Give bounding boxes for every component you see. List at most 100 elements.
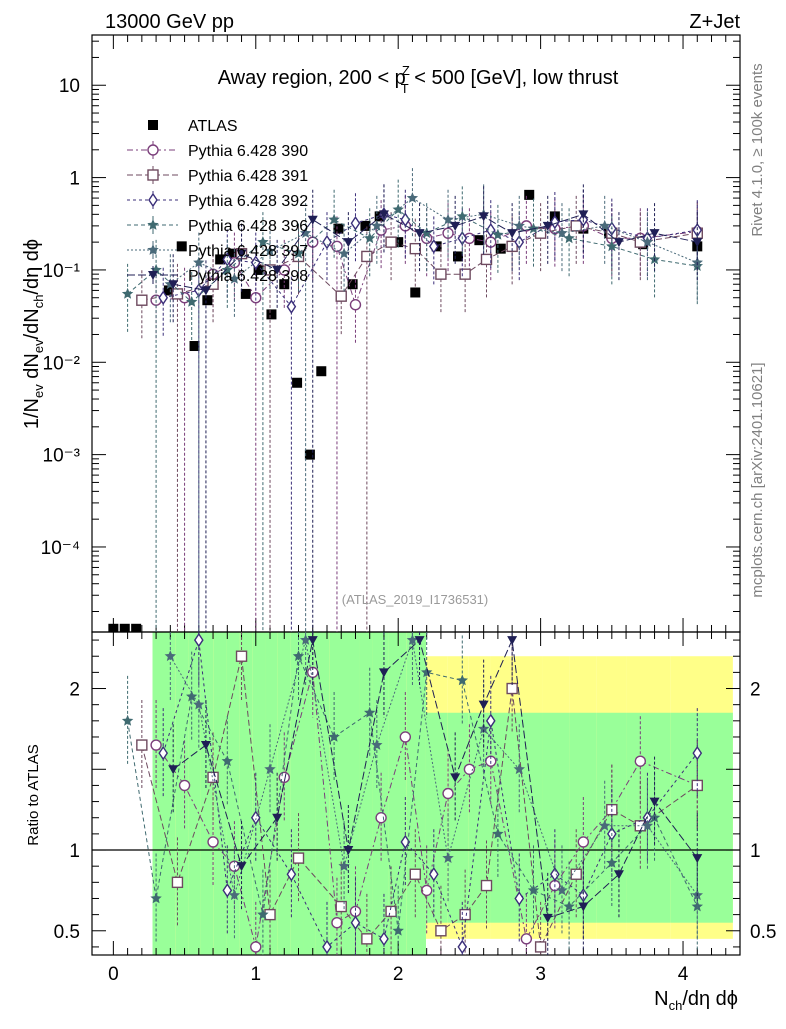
ratio-point [399, 731, 412, 743]
ratio-point [264, 763, 276, 775]
data-point [556, 227, 568, 238]
ratio-point [442, 787, 454, 800]
ratio-point [235, 650, 248, 662]
data-point [328, 213, 340, 225]
green-band-bin [514, 712, 543, 923]
ratio-point [457, 939, 468, 955]
ratio-point [577, 836, 590, 848]
ratio-point [379, 931, 389, 947]
ratio-point [613, 870, 624, 880]
green-band-bin [175, 632, 189, 955]
mcplots-side-label: mcplots.cern.ch [arXiv:2401.10621] [749, 362, 766, 597]
data-point [333, 223, 344, 234]
ratio-point [414, 636, 425, 646]
ratio-point [599, 819, 611, 831]
legend-label: Pythia 6.428 391 [188, 168, 308, 185]
ratio-data-layer [121, 632, 703, 955]
data-point [360, 220, 371, 231]
ratio-point [435, 925, 447, 937]
data-point [495, 243, 506, 254]
green-band-bin [447, 712, 469, 923]
data-point [322, 234, 332, 250]
data-point [335, 290, 347, 302]
data-point [534, 227, 547, 239]
legend-label: Pythia 6.428 390 [188, 143, 308, 160]
legend-label: Pythia 6.428 398 [188, 268, 308, 285]
ratio-point [578, 902, 589, 912]
ratio-point [171, 876, 184, 889]
ratio-point [178, 779, 191, 792]
ratio-point [606, 856, 618, 868]
ratio-point [420, 884, 433, 897]
ratio-point [385, 905, 397, 918]
x-tick-label: 0 [108, 964, 119, 985]
ratio-series-4 [164, 632, 703, 941]
ratio-point [649, 797, 660, 807]
ratio-point [292, 852, 305, 864]
x-label-sub: ch [669, 998, 683, 1013]
series-5 [164, 168, 703, 632]
data-point [331, 240, 343, 253]
data-point [478, 212, 489, 222]
green-band-bin [152, 632, 176, 955]
data-point [450, 221, 461, 231]
ratio-point [364, 706, 376, 718]
data-point [304, 449, 315, 460]
main-title: Away region, 200 < pZ T < 500 [GeV], low … [218, 63, 619, 96]
header-left-text: 13000 GeV pp [105, 11, 234, 33]
ratio-point [692, 854, 703, 864]
data-point [286, 299, 297, 314]
ratio-point [456, 674, 468, 686]
ratio-point [286, 866, 297, 882]
data-point [371, 219, 383, 231]
legend-label: ATLAS [188, 118, 238, 135]
ratio-point [250, 810, 261, 825]
data-point [207, 278, 219, 290]
ratio-y-tick-label-left: 2 [69, 680, 80, 701]
ratio-point [272, 813, 283, 823]
data-point [459, 268, 471, 280]
x-tick-label: 3 [535, 964, 546, 985]
legend-label: Pythia 6.428 392 [188, 193, 308, 210]
data-point [506, 240, 518, 253]
data-point [542, 221, 553, 231]
ratio-point [570, 868, 582, 880]
data-point [189, 341, 200, 352]
ratio-point [550, 866, 560, 882]
ratio-point [392, 924, 404, 936]
ratio-uncertainty-bands [152, 632, 733, 955]
ratio-point [164, 650, 176, 662]
ratio-point [193, 698, 205, 710]
data-point [221, 263, 233, 275]
green-band-bin [239, 632, 253, 955]
ratio-point [150, 892, 162, 904]
green-band-bin [290, 632, 304, 955]
ratio-point [514, 891, 525, 906]
data-point [692, 238, 703, 248]
rivet-side-label: Rivet 4.1.0, ≥ 100k events [749, 63, 766, 236]
x-label-main: N [654, 988, 668, 1010]
ratio-point [480, 879, 493, 892]
data-point [227, 248, 238, 259]
legend-marker [148, 120, 158, 130]
ratio-point [250, 941, 262, 953]
series-line [173, 213, 698, 291]
data-point [338, 247, 350, 259]
title-sup: Z [402, 63, 410, 78]
green-band-bin [226, 632, 240, 955]
ratio-point [477, 722, 490, 734]
data-point [108, 623, 119, 632]
ratio-point [150, 739, 162, 751]
ratio-plot-frame [91, 631, 741, 956]
green-band-bin [406, 632, 426, 955]
ratio-line [162, 639, 698, 948]
ratio-point [459, 908, 471, 921]
green-band-bin [388, 632, 407, 955]
ratio-point [292, 650, 305, 662]
data-point [385, 236, 397, 248]
legend-marker [148, 271, 158, 280]
data-point [364, 232, 376, 244]
green-band-bin [359, 632, 373, 955]
